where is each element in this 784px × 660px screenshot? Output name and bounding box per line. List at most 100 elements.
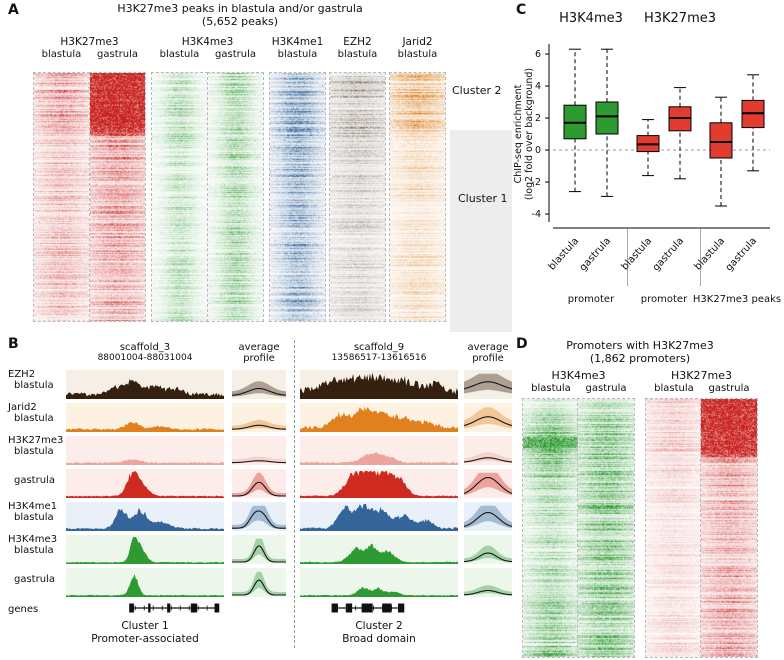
heatmap-d-col-H3K27me3-gastrula bbox=[700, 398, 758, 658]
avg-H3K4me3-gastrula-locus2 bbox=[464, 568, 512, 597]
track-H3K4me3-blastula-locus2 bbox=[300, 535, 458, 564]
heatmap-a-sample-label: blastula bbox=[337, 49, 378, 60]
track-sample-label: blastula bbox=[14, 512, 54, 523]
svg-text:gastrula: gastrula bbox=[724, 236, 760, 274]
heatmap-d-col-H3K4me3-blastula bbox=[522, 398, 580, 658]
heatmap-a-col-H3K4me1-blastula bbox=[269, 72, 326, 322]
track-H3K27me3-blastula-locus2 bbox=[300, 436, 458, 465]
svg-text:promoter: promoter bbox=[641, 294, 688, 305]
heatmap-d-group-label: H3K27me3 bbox=[671, 369, 732, 382]
avg-H3K27me3-gastrula-locus2 bbox=[464, 469, 512, 498]
track-factor-label: EZH2 bbox=[8, 369, 36, 380]
heatmap-a-col-H3K4me3-gastrula bbox=[207, 72, 264, 322]
avg-H3K27me3-blastula-locus1 bbox=[232, 436, 286, 465]
avg-H3K4me3-blastula-locus2 bbox=[464, 535, 512, 564]
avg-Jarid2-blastula-locus1 bbox=[232, 403, 286, 432]
avg-profile-header: profile bbox=[472, 353, 504, 364]
svg-text:gastrula: gastrula bbox=[578, 236, 614, 274]
heatmap-d-group-label: H3K4me3 bbox=[551, 369, 606, 382]
avg-H3K4me3-gastrula-locus1 bbox=[232, 568, 286, 597]
heatmap-a-col-EZH2-blastula bbox=[329, 72, 386, 322]
svg-text:-4: -4 bbox=[532, 209, 541, 220]
boxplot-svg: H3K4me3 H3K27me3 ChIP-seq enrichment (log2 … bbox=[513, 11, 781, 305]
heatmap-a-group-label: EZH2 bbox=[343, 36, 372, 48]
track-sample-label: gastrula bbox=[14, 475, 55, 486]
panel-b-locus-separator bbox=[294, 340, 295, 648]
svg-text:H3K27me3: H3K27me3 bbox=[644, 11, 716, 26]
track-H3K4me3-blastula-locus1 bbox=[66, 535, 224, 564]
track-H3K4me1-blastula-locus2 bbox=[300, 502, 458, 531]
track-Jarid2-blastula-locus2 bbox=[300, 403, 458, 432]
heatmap-a-sample-label: blastula bbox=[277, 49, 318, 60]
track-sample-label: blastula bbox=[14, 413, 54, 424]
avg-H3K4me1-blastula-locus1 bbox=[232, 502, 286, 531]
heatmap-a-col-H3K4me3-blastula bbox=[151, 72, 208, 322]
avg-H3K27me3-blastula-locus2 bbox=[464, 436, 512, 465]
track-sample-label: blastula bbox=[14, 380, 54, 391]
heatmap-a-col-H3K27me3-gastrula bbox=[89, 72, 146, 322]
cluster2-label: Cluster 2 bbox=[452, 84, 502, 97]
avg-H3K27me3-gastrula-locus1 bbox=[232, 469, 286, 498]
track-H3K4me3-gastrula-locus1 bbox=[66, 568, 224, 597]
gene-model-locus2 bbox=[331, 603, 405, 613]
svg-text:4: 4 bbox=[535, 81, 541, 92]
svg-text:blastula: blastula bbox=[620, 236, 655, 273]
heatmap-a-group-label: H3K4me1 bbox=[271, 36, 324, 48]
panel-d-label: D bbox=[516, 336, 528, 352]
track-Jarid2-blastula-locus1 bbox=[66, 403, 224, 432]
cluster-caption: Cluster 1 bbox=[121, 620, 169, 632]
panel-b-label: B bbox=[8, 336, 19, 352]
heatmap-a-sample-label: blastula bbox=[41, 49, 82, 60]
panel-d-subtitle: (1,862 promoters) bbox=[589, 352, 691, 365]
panel-a-label: A bbox=[8, 2, 19, 18]
panel-a-subtitle: (5,652 peaks) bbox=[201, 15, 279, 28]
svg-text:2: 2 bbox=[535, 113, 541, 124]
svg-text:ChIP-seq enrichment: ChIP-seq enrichment bbox=[513, 84, 524, 183]
cluster1-background bbox=[450, 130, 512, 332]
panel-c-label: C bbox=[516, 2, 527, 18]
avg-EZH2-blastula-locus1 bbox=[232, 370, 286, 399]
track-H3K27me3-gastrula-locus2 bbox=[300, 469, 458, 498]
avg-profile-header: average bbox=[238, 342, 280, 353]
panel-a-title: H3K27me3 peaks in blastula and/or gastru… bbox=[117, 2, 363, 15]
track-EZH2-blastula-locus1 bbox=[66, 370, 224, 399]
heatmap-d-sample-label: blastula bbox=[654, 383, 694, 394]
box-H3K27me3-peaks-blastula bbox=[709, 122, 733, 159]
heatmap-a-col-H3K27me3-blastula bbox=[33, 72, 90, 322]
svg-text:H3K4me3: H3K4me3 bbox=[559, 11, 623, 26]
track-H3K4me1-blastula-locus1 bbox=[66, 502, 224, 531]
track-factor-label: H3K4me3 bbox=[8, 534, 58, 545]
cluster-caption: Cluster 2 bbox=[355, 620, 403, 632]
heatmap-d-col-H3K4me3-gastrula bbox=[577, 398, 635, 658]
track-factor-label: Jarid2 bbox=[8, 402, 37, 413]
cluster-caption: Promoter-associated bbox=[91, 633, 199, 645]
avg-H3K4me3-blastula-locus1 bbox=[232, 535, 286, 564]
svg-text:gastrula: gastrula bbox=[651, 236, 687, 274]
svg-text:blastula: blastula bbox=[547, 236, 582, 273]
track-sample-label: blastula bbox=[14, 545, 54, 556]
locus-range: 13586517-13616516 bbox=[331, 353, 427, 363]
svg-text:H3K27me3 peaks: H3K27me3 peaks bbox=[693, 294, 781, 305]
avg-Jarid2-blastula-locus2 bbox=[464, 403, 512, 432]
avg-profile-header: profile bbox=[243, 353, 275, 364]
heatmap-d-col-H3K27me3-blastula bbox=[645, 398, 703, 658]
svg-text:0: 0 bbox=[535, 145, 541, 156]
track-sample-label: blastula bbox=[14, 446, 54, 457]
svg-text:6: 6 bbox=[535, 49, 541, 60]
panel-d-title: Promoters with H3K27me3 bbox=[566, 339, 714, 352]
gene-model-locus1 bbox=[129, 603, 220, 613]
track-sample-label: gastrula bbox=[14, 574, 55, 585]
track-EZH2-blastula-locus2 bbox=[300, 370, 458, 399]
cluster1-label: Cluster 1 bbox=[458, 192, 508, 205]
heatmap-d-sample-label: gastrula bbox=[708, 383, 750, 394]
svg-text:blastula: blastula bbox=[693, 236, 728, 273]
locus-name: scaffold_9 bbox=[353, 342, 405, 353]
avg-profile-header: average bbox=[467, 342, 509, 353]
heatmap-d-sample-label: blastula bbox=[531, 383, 571, 394]
heatmap-a-col-Jarid2-blastula bbox=[389, 72, 446, 322]
heatmap-a-sample-label: blastula bbox=[397, 49, 438, 60]
heatmap-a-group-label: H3K4me3 bbox=[181, 36, 234, 48]
track-H3K27me3-blastula-locus1 bbox=[66, 436, 224, 465]
svg-text:(log2 fold over background): (log2 fold over background) bbox=[524, 68, 535, 200]
